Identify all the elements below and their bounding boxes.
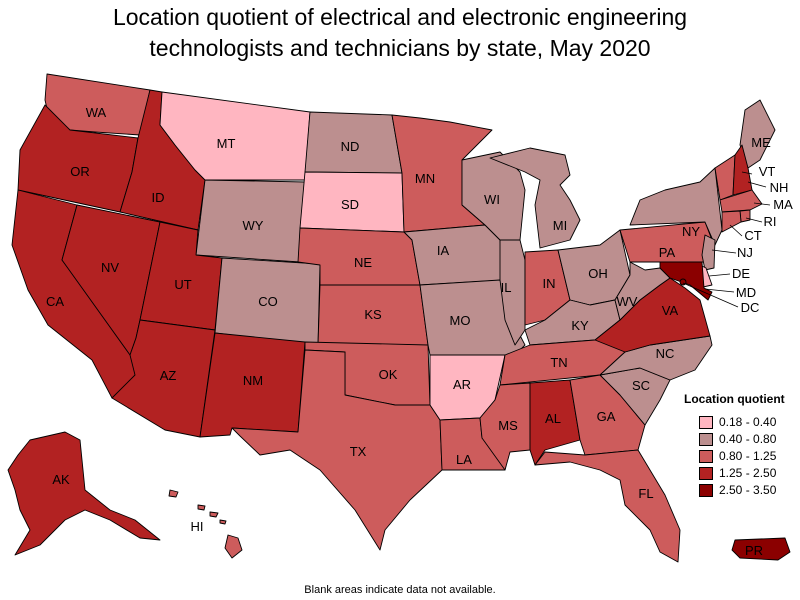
legend-item: 2.50 - 3.50: [684, 482, 800, 498]
label-nv: NV: [101, 260, 119, 275]
label-md: MD: [736, 285, 756, 300]
label-ma: MA: [773, 197, 793, 212]
label-fl: FL: [638, 486, 653, 501]
label-mi: MI: [553, 218, 567, 233]
label-me: ME: [751, 135, 771, 150]
label-ky: KY: [571, 318, 589, 333]
label-tn: TN: [550, 355, 567, 370]
legend-label: 0.40 - 0.80: [719, 432, 777, 446]
label-il: IL: [501, 280, 512, 295]
footnote: Blank areas indicate data not available.: [304, 584, 496, 596]
label-wi: WI: [484, 192, 500, 207]
state-ak[interactable]: [7, 431, 161, 556]
label-hi: HI: [191, 519, 204, 534]
label-dc: DC: [741, 300, 760, 315]
label-ar: AR: [453, 377, 471, 392]
label-ak: AK: [52, 472, 70, 487]
legend-label: 0.18 - 0.40: [719, 415, 777, 429]
legend-swatch: [699, 483, 713, 497]
legend-swatch: [699, 466, 713, 480]
state-ny[interactable]: [629, 167, 723, 246]
label-ct: CT: [744, 228, 761, 243]
legend-label: 1.25 - 2.50: [719, 466, 777, 480]
legend-item: 0.40 - 0.80: [684, 431, 800, 447]
state-labels: WA OR CA ID NV MT WY UT AZ CO NM ND SD N…: [46, 105, 793, 558]
label-ia: IA: [437, 243, 450, 258]
label-tx: TX: [350, 444, 367, 459]
label-or: OR: [70, 164, 90, 179]
label-nd: ND: [341, 139, 360, 154]
label-de: DE: [732, 266, 750, 281]
state-mi[interactable]: [489, 147, 581, 249]
label-sc: SC: [632, 378, 650, 393]
label-az: AZ: [160, 368, 177, 383]
label-nh: NH: [770, 180, 789, 195]
label-ri: RI: [764, 214, 777, 229]
label-vt: VT: [759, 164, 776, 179]
label-in: IN: [543, 276, 556, 291]
label-nj: NJ: [737, 245, 753, 260]
legend-swatch: [699, 432, 713, 446]
label-ut: UT: [174, 277, 191, 292]
label-ca: CA: [46, 294, 64, 309]
label-wv: WV: [617, 294, 638, 309]
label-ok: OK: [379, 367, 398, 382]
state-fl[interactable]: [534, 449, 681, 563]
state-ma[interactable]: [719, 189, 763, 213]
label-pa: PA: [659, 245, 676, 260]
legend-swatch: [699, 449, 713, 463]
label-va: VA: [662, 303, 679, 318]
legend-swatch: [699, 415, 713, 429]
state-tx[interactable]: [231, 349, 443, 551]
label-ga: GA: [597, 409, 616, 424]
label-ne: NE: [354, 255, 372, 270]
label-mn: MN: [415, 171, 435, 186]
state-hi[interactable]: [168, 489, 243, 559]
legend-label: 0.80 - 1.25: [719, 449, 777, 463]
state-il[interactable]: [499, 239, 526, 346]
legend-item: 0.18 - 0.40: [684, 414, 800, 430]
label-mt: MT: [217, 136, 236, 151]
label-oh: OH: [588, 266, 608, 281]
label-mo: MO: [450, 313, 471, 328]
label-wa: WA: [86, 105, 107, 120]
label-ks: KS: [364, 307, 382, 322]
label-nm: NM: [243, 373, 263, 388]
label-ms: MS: [498, 418, 518, 433]
state-pr[interactable]: [731, 537, 791, 561]
state-nj[interactable]: [701, 234, 716, 271]
legend: Location quotient 0.18 - 0.40 0.40 - 0.8…: [684, 392, 800, 499]
label-nc: NC: [656, 346, 675, 361]
state-ia[interactable]: [403, 224, 506, 286]
label-al: AL: [545, 411, 561, 426]
label-pr: PR: [745, 543, 763, 558]
legend-item: 1.25 - 2.50: [684, 465, 800, 481]
label-ny: NY: [682, 224, 700, 239]
legend-label: 2.50 - 3.50: [719, 483, 777, 497]
state-ri[interactable]: [739, 209, 751, 223]
label-wy: WY: [243, 218, 264, 233]
state-ct[interactable]: [721, 210, 742, 233]
legend-item: 0.80 - 1.25: [684, 448, 800, 464]
label-sd: SD: [341, 197, 359, 212]
label-id: ID: [152, 190, 165, 205]
label-la: LA: [456, 452, 472, 467]
label-co: CO: [258, 294, 278, 309]
state-nh[interactable]: [732, 144, 753, 196]
title-line-1: Location quotient of electrical and elec…: [112, 4, 688, 30]
legend-title: Location quotient: [684, 392, 785, 406]
leader-lines: [682, 171, 771, 308]
map-title: Location quotient of electrical and elec…: [0, 2, 800, 64]
title-line-2: technologists and technicians by state, …: [149, 35, 651, 61]
